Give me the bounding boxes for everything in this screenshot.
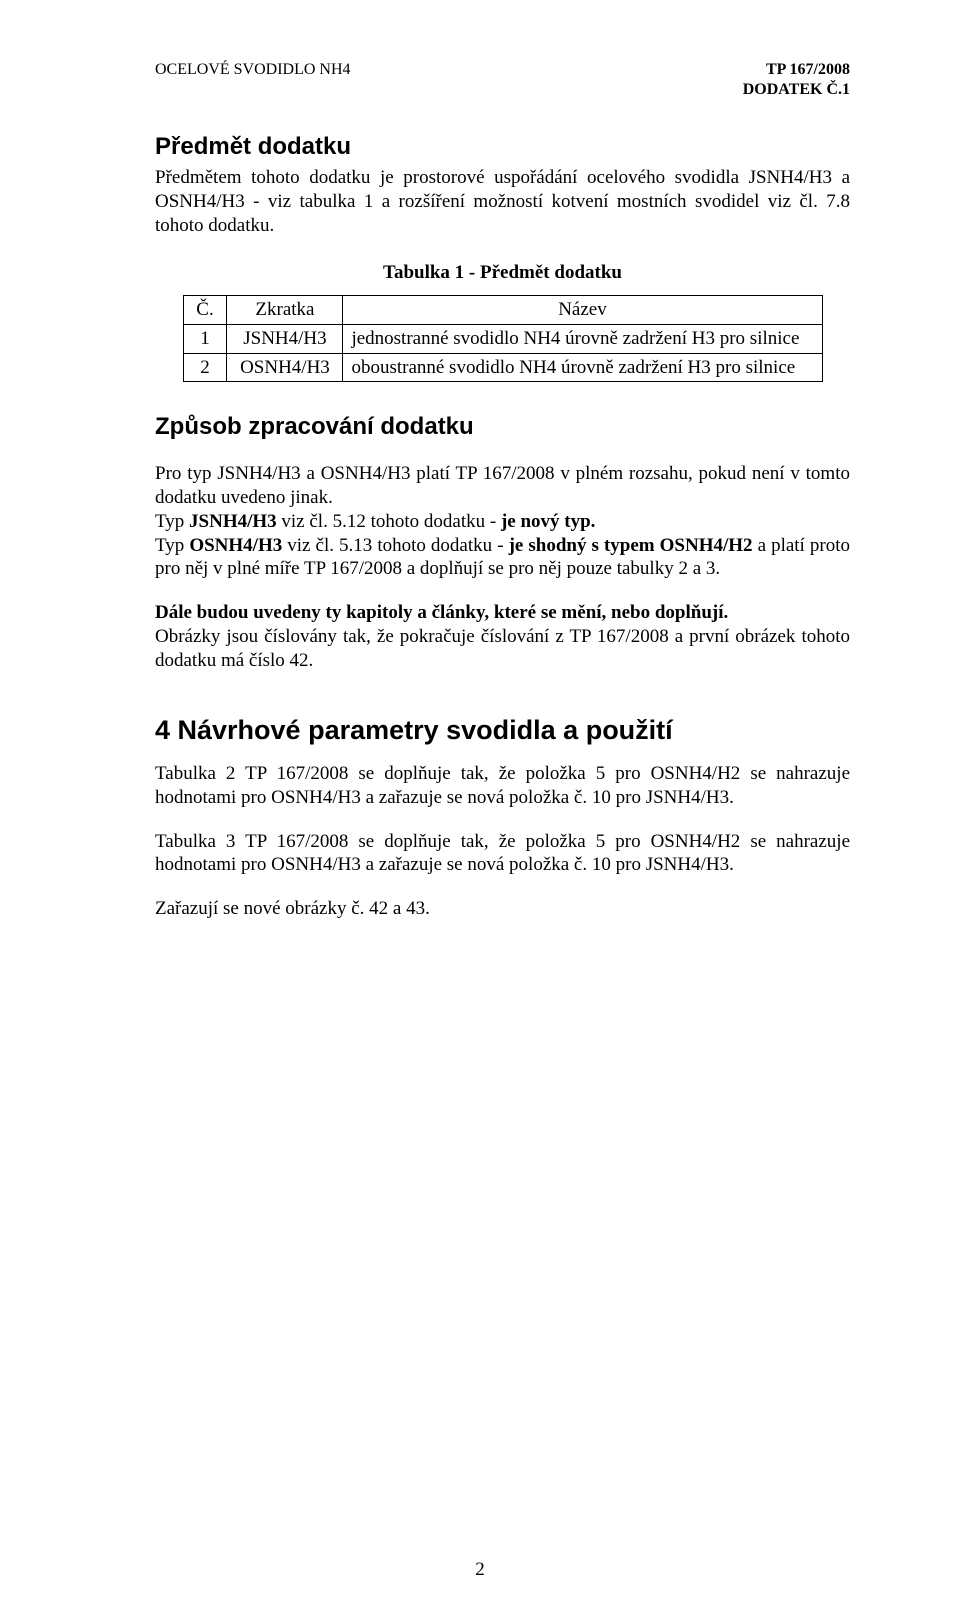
p1b-mid: viz čl. 5.12 tohoto dodatku - bbox=[277, 511, 501, 532]
section-4-title: 4 Návrhové parametry svodidla a použití bbox=[155, 714, 850, 748]
zpusob-p2-bold: Dále budou uvedeny ty kapitoly a články,… bbox=[155, 601, 850, 625]
table1-header-row: Č. Zkratka Název bbox=[183, 296, 822, 325]
header-right: TP 167/2008 DODATEK Č.1 bbox=[743, 60, 850, 100]
table1-r1-c1: 2 bbox=[183, 353, 227, 382]
table-row: 2 OSNH4/H3 oboustranné svodidlo NH4 úrov… bbox=[183, 353, 822, 382]
p1c-bold2: je shodný s typem OSNH4/H2 bbox=[509, 535, 753, 556]
header-right-line2: DODATEK Č.1 bbox=[743, 80, 850, 100]
table1-caption: Tabulka 1 - Předmět dodatku bbox=[155, 261, 850, 285]
header-left: OCELOVÉ SVODIDLO NH4 bbox=[155, 60, 351, 100]
table1-h-c2: Zkratka bbox=[227, 296, 343, 325]
zpusob-p2-tail: Obrázky jsou číslovány tak, že pokračuje… bbox=[155, 625, 850, 673]
predmet-paragraph: Předmětem tohoto dodatku je prostorové u… bbox=[155, 166, 850, 237]
page-header: OCELOVÉ SVODIDLO NH4 TP 167/2008 DODATEK… bbox=[155, 60, 850, 100]
zpusob-p1a: Pro typ JSNH4/H3 a OSNH4/H3 platí TP 167… bbox=[155, 462, 850, 510]
p1c-prefix: Typ bbox=[155, 535, 189, 556]
table1-r1-c3: oboustranné svodidlo NH4 úrovně zadržení… bbox=[343, 353, 822, 382]
p1c-mid: viz čl. 5.13 tohoto dodatku - bbox=[282, 535, 508, 556]
p1b-bold1: JSNH4/H3 bbox=[189, 511, 277, 532]
page-number: 2 bbox=[0, 1558, 960, 1582]
table1-r0-c2: JSNH4/H3 bbox=[227, 324, 343, 353]
table1-h-c1: Č. bbox=[183, 296, 227, 325]
header-right-line1: TP 167/2008 bbox=[743, 60, 850, 80]
s4-p1: Tabulka 2 TP 167/2008 se doplňuje tak, ž… bbox=[155, 762, 850, 810]
zpusob-block2: Dále budou uvedeny ty kapitoly a články,… bbox=[155, 601, 850, 672]
section-title-zpusob: Způsob zpracování dodatku bbox=[155, 412, 850, 442]
table1-h-c3: Název bbox=[343, 296, 822, 325]
table1-r0-c3: jednostranné svodidlo NH4 úrovně zadržen… bbox=[343, 324, 822, 353]
s4-p3: Zařazují se nové obrázky č. 42 a 43. bbox=[155, 897, 850, 921]
table-row: 1 JSNH4/H3 jednostranné svodidlo NH4 úro… bbox=[183, 324, 822, 353]
s4-p2: Tabulka 3 TP 167/2008 se doplňuje tak, ž… bbox=[155, 830, 850, 878]
table1-r1-c2: OSNH4/H3 bbox=[227, 353, 343, 382]
p1b-bold2: je nový typ. bbox=[501, 511, 595, 532]
table1: Č. Zkratka Název 1 JSNH4/H3 jednostranné… bbox=[183, 295, 823, 382]
zpusob-block1: Pro typ JSNH4/H3 a OSNH4/H3 platí TP 167… bbox=[155, 462, 850, 581]
p1c-bold1: OSNH4/H3 bbox=[189, 535, 282, 556]
section-title-predmet: Předmět dodatku bbox=[155, 132, 850, 162]
table1-r0-c1: 1 bbox=[183, 324, 227, 353]
p1b-prefix: Typ bbox=[155, 511, 189, 532]
zpusob-p1c: Typ OSNH4/H3 viz čl. 5.13 tohoto dodatku… bbox=[155, 534, 850, 582]
zpusob-p1b: Typ JSNH4/H3 viz čl. 5.12 tohoto dodatku… bbox=[155, 510, 850, 534]
